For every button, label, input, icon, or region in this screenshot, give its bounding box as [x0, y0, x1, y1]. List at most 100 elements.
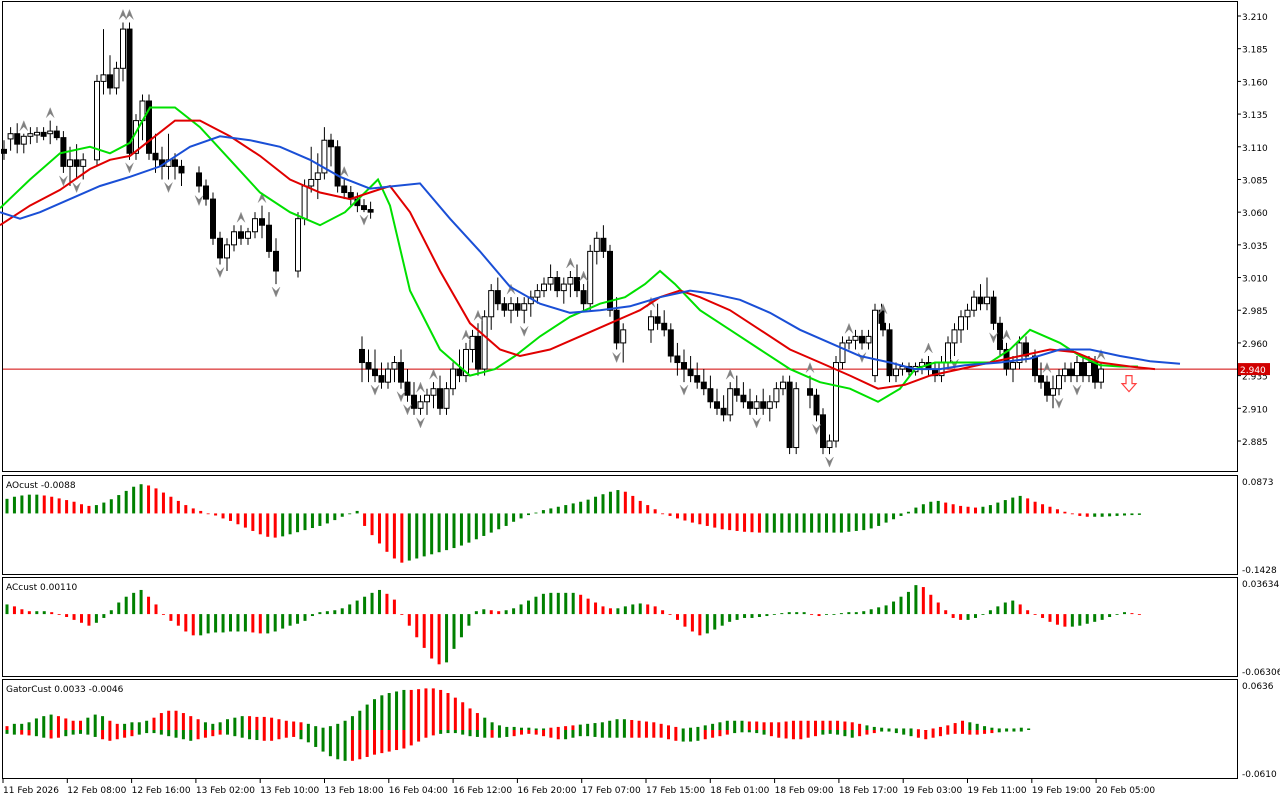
- ao-bar: [422, 513, 426, 557]
- x-tick-label: 12 Feb 08:00: [67, 786, 126, 796]
- bull-candle: [252, 218, 258, 233]
- bull-candle: [1062, 368, 1068, 377]
- gator-upper-bar: [990, 727, 994, 731]
- gator-upper-bar: [233, 717, 237, 731]
- gator-upper-bar: [277, 719, 281, 731]
- ac-bar: [877, 607, 881, 615]
- gator-upper-bar: [586, 723, 590, 731]
- ac-bar: [757, 614, 761, 617]
- gator-lower-bar: [586, 730, 590, 737]
- gator-upper-bar: [373, 699, 376, 731]
- gator-upper-bar: [556, 726, 560, 731]
- gator-lower-bar: [461, 730, 465, 735]
- ac-bar: [534, 596, 538, 615]
- ao-bar: [810, 513, 814, 533]
- ao-bar: [787, 513, 791, 533]
- gator-lower-bar: [328, 730, 332, 757]
- gator-lower-bar: [909, 730, 913, 737]
- bull-candle: [780, 381, 786, 390]
- bull-candle: [301, 185, 308, 220]
- ac-bar: [385, 593, 389, 615]
- ao-bar: [854, 513, 858, 531]
- ao-bar: [437, 513, 441, 553]
- ac-bar: [698, 614, 702, 636]
- gator-lower-bar: [336, 730, 340, 760]
- gator-lower-bar: [115, 730, 119, 740]
- gator-lower-bar: [630, 730, 634, 738]
- ao-histogram: [5, 484, 1141, 563]
- bull-candle: [321, 139, 328, 174]
- bear-candle: [733, 388, 740, 396]
- bear-candle: [654, 316, 661, 324]
- ac-bar: [1093, 614, 1097, 622]
- ao-bar: [1115, 513, 1119, 516]
- ao-bar: [936, 500, 940, 514]
- gator-upper-bar: [497, 725, 501, 731]
- x-tick-label: 13 Feb 18:00: [325, 786, 384, 796]
- fractal-up-marker: [844, 322, 854, 334]
- ao-bar: [869, 513, 873, 529]
- ao-bar: [750, 513, 754, 533]
- gator-upper-bar: [512, 726, 516, 731]
- ac-bar: [787, 612, 791, 615]
- ac-bar: [996, 606, 1000, 615]
- bull-candle: [793, 388, 800, 449]
- ao-bar: [720, 513, 724, 530]
- x-tick-label: 18 Feb 17:00: [839, 786, 898, 796]
- ac-bar: [646, 604, 650, 615]
- ac-bar: [1115, 614, 1119, 615]
- fractal-up-marker: [579, 270, 588, 282]
- fractal-down-marker: [1072, 384, 1082, 396]
- gator-lower-bar: [387, 730, 391, 752]
- indicator-label: GatorCust 0.0033 -0.0046: [6, 685, 124, 695]
- ac-bar: [102, 614, 106, 618]
- gator-lower-bar: [439, 730, 443, 734]
- ac-bar: [847, 612, 851, 615]
- gator-upper-bar: [615, 719, 619, 731]
- gator-upper-bar: [248, 716, 252, 731]
- ac-bar: [154, 604, 158, 615]
- ac-bar: [661, 610, 665, 615]
- ac-bar: [1003, 602, 1007, 615]
- gator-upper-bar: [578, 724, 582, 731]
- gator-lower-bar: [1019, 730, 1023, 732]
- gator-lower-bar: [505, 730, 509, 737]
- ac-bar: [817, 614, 821, 617]
- bull-candle: [430, 388, 437, 396]
- gator-upper-bar: [791, 720, 795, 731]
- ac-bar: [951, 614, 955, 618]
- ac-bar: [668, 614, 672, 615]
- ac-bar: [452, 614, 456, 649]
- bear-candle: [514, 303, 521, 311]
- ac-bar: [750, 614, 754, 618]
- gator-lower-bar: [711, 730, 715, 738]
- ao-bar: [839, 513, 843, 533]
- bear-candle: [613, 309, 620, 344]
- ao-bar: [370, 513, 374, 536]
- ao-bar: [363, 513, 367, 526]
- bull-candle: [753, 401, 760, 409]
- gator-upper-bar: [564, 726, 568, 731]
- x-tick-label: 16 Feb 04:00: [389, 786, 448, 796]
- gator-upper-bar: [821, 720, 825, 731]
- gator-upper-bar: [475, 713, 479, 731]
- gator-lower-bar: [983, 730, 987, 734]
- gator-upper-bar: [64, 718, 68, 731]
- gator-lower-bar: [71, 730, 75, 735]
- bear-candle: [700, 381, 707, 390]
- gator-upper-bar: [747, 721, 751, 731]
- gator-lower-bar: [189, 730, 193, 741]
- ac-bar: [869, 609, 873, 615]
- indicator-label: AOcust -0.0088: [6, 481, 76, 491]
- gator-upper-bar: [79, 720, 82, 731]
- ao-bar: [862, 513, 866, 531]
- ao-bar: [184, 505, 188, 514]
- ac-bar: [832, 614, 836, 615]
- ao-bar: [899, 513, 903, 516]
- bull-candle: [391, 362, 398, 370]
- ao-bar: [27, 494, 31, 514]
- ao-bar: [191, 508, 195, 514]
- gator-upper-bar: [395, 691, 399, 731]
- gator-upper-bar: [343, 720, 347, 731]
- x-tick-label: 16 Feb 20:00: [517, 786, 576, 796]
